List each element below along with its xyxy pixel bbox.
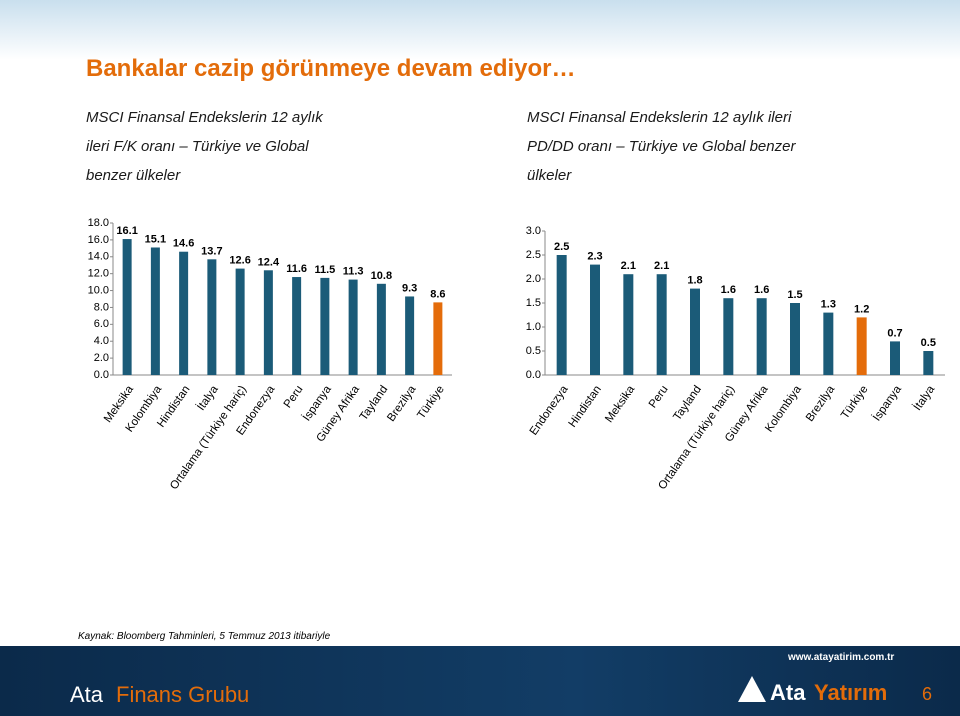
bar — [590, 264, 600, 375]
y-tick-label: 6.0 — [94, 318, 109, 330]
y-tick-label: 0.0 — [526, 369, 541, 381]
data-label: 0.7 — [887, 327, 902, 339]
logo: Ata — [770, 680, 806, 705]
bar — [790, 303, 800, 375]
bar — [856, 317, 867, 375]
data-label: 10.8 — [371, 270, 392, 282]
data-label: 11.5 — [314, 264, 335, 276]
y-tick-label: 3.0 — [526, 225, 541, 237]
chart-subtitle: ileri F/K oranı – Türkiye ve Global — [86, 138, 309, 155]
data-label: 12.4 — [258, 256, 280, 268]
chart-subtitle: ülkeler — [527, 167, 572, 184]
bar — [923, 351, 934, 375]
bar — [723, 298, 734, 375]
bar — [623, 274, 634, 375]
logo: Yatırım — [814, 680, 887, 705]
chart-subtitle: MSCI Finansal Endekslerin 12 aylık ileri — [527, 109, 792, 126]
bar — [405, 296, 415, 375]
slide-title: Bankalar cazip görünmeye devam ediyor… — [86, 55, 576, 82]
bar — [292, 277, 302, 375]
y-tick-label: 2.5 — [526, 249, 541, 261]
bar — [263, 270, 273, 375]
bar — [348, 279, 358, 375]
chart-subtitle: benzer ülkeler — [86, 167, 181, 184]
bar — [890, 341, 900, 375]
data-label: 2.3 — [587, 251, 602, 263]
data-label: 16.1 — [116, 225, 137, 237]
brand: Ata — [70, 682, 104, 707]
brand: Finans Grubu — [116, 682, 249, 707]
y-tick-label: 16.0 — [88, 234, 109, 246]
data-label: 9.3 — [402, 282, 417, 294]
bar — [122, 239, 132, 375]
bar — [823, 312, 834, 375]
url: www.atayatirim.com.tr — [787, 652, 894, 663]
y-tick-label: 10.0 — [88, 284, 109, 296]
data-label: 1.3 — [821, 299, 836, 311]
bar — [150, 247, 160, 375]
y-tick-label: 0.0 — [94, 369, 109, 381]
bar — [235, 268, 245, 375]
data-label: 2.1 — [621, 260, 636, 272]
bar — [179, 251, 189, 375]
data-label: 8.6 — [430, 288, 445, 300]
data-label: 1.8 — [687, 275, 702, 287]
logo-icon — [738, 676, 766, 702]
data-label: 0.5 — [921, 337, 936, 349]
y-tick-label: 1.5 — [526, 297, 541, 309]
data-label: 2.5 — [554, 241, 569, 253]
bar — [756, 298, 767, 375]
data-label: 11.3 — [343, 266, 364, 278]
chart-subtitle: MSCI Finansal Endekslerin 12 aylık — [86, 109, 324, 126]
page-number: 6 — [922, 684, 932, 704]
bar — [376, 283, 386, 375]
data-label: 1.2 — [854, 303, 869, 315]
source: Kaynak: Bloomberg Tahminleri, 5 Temmuz 2… — [78, 631, 331, 642]
bar — [320, 277, 330, 375]
data-label: 1.6 — [721, 284, 736, 296]
y-tick-label: 12.0 — [88, 268, 109, 280]
y-tick-label: 0.5 — [526, 345, 541, 357]
data-label: 12.6 — [229, 255, 250, 267]
data-label: 2.1 — [654, 260, 669, 272]
header-band — [0, 0, 960, 60]
y-tick-label: 1.0 — [526, 321, 541, 333]
bar — [690, 288, 700, 375]
bar — [556, 255, 567, 375]
y-tick-label: 8.0 — [94, 301, 109, 313]
chart-subtitle: PD/DD oranı – Türkiye ve Global benzer — [527, 138, 796, 155]
data-label: 1.5 — [787, 289, 802, 301]
y-tick-label: 4.0 — [94, 335, 109, 347]
y-tick-label: 18.0 — [88, 217, 109, 229]
y-tick-label: 14.0 — [88, 251, 109, 263]
data-label: 1.6 — [754, 284, 769, 296]
bar — [656, 274, 667, 375]
data-label: 11.6 — [286, 263, 307, 275]
footer-band — [0, 646, 960, 716]
data-label: 15.1 — [145, 233, 166, 245]
y-tick-label: 2.0 — [94, 352, 109, 364]
data-label: 14.6 — [173, 238, 194, 250]
bar — [207, 259, 217, 375]
y-tick-label: 2.0 — [526, 273, 541, 285]
data-label: 13.7 — [201, 245, 222, 257]
bar — [433, 302, 443, 375]
